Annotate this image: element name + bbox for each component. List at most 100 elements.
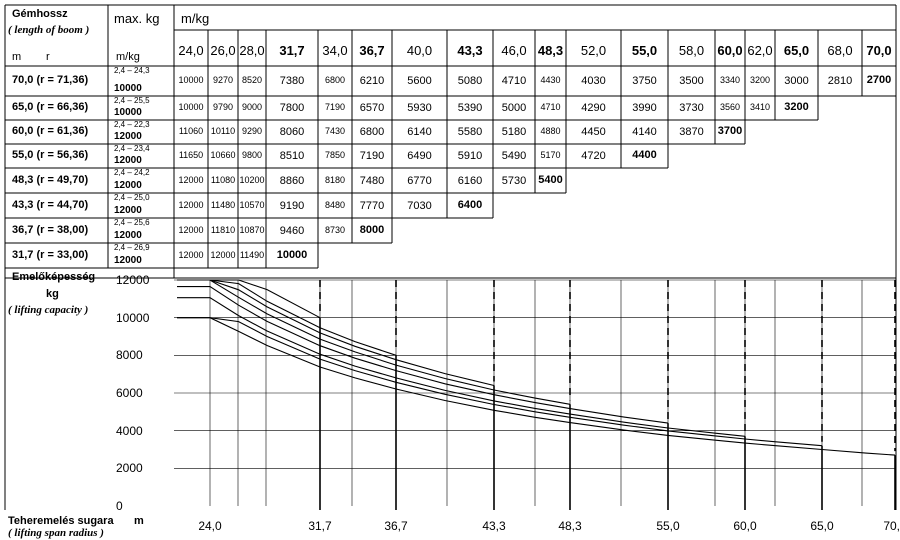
table-cell: 9790 — [212, 102, 234, 112]
x-tick-label: 36,7 — [384, 519, 408, 533]
table-cell: 6400 — [457, 198, 483, 211]
y-tick-label: 0 — [116, 499, 123, 513]
column-header-26-0: 26,0 — [210, 43, 236, 58]
x-tick-label: 48,3 — [558, 519, 582, 533]
table-cell: 6210 — [359, 75, 385, 87]
table-cell: 4710 — [540, 102, 561, 112]
table-cell: 10110 — [210, 126, 236, 136]
table-cell: 11060 — [178, 126, 204, 136]
table-cell: 3870 — [679, 126, 704, 138]
row-label-boom: 60,0 (r = 61,36) — [12, 125, 89, 137]
table-cell: 5600 — [407, 75, 432, 87]
row-max-kg: 12000 — [114, 230, 142, 241]
table-cell: 9000 — [241, 102, 263, 112]
table-cell: 3750 — [632, 75, 657, 87]
column-header-55-0: 55,0 — [631, 43, 658, 58]
table-cell: 7850 — [324, 150, 346, 160]
table-cell: 5730 — [501, 174, 527, 187]
table-cell: 10000 — [178, 102, 204, 112]
table-cell: 3410 — [749, 102, 771, 112]
x-tick-label: 24,0 — [198, 519, 222, 533]
table-cell: 7190 — [359, 150, 385, 162]
capacity-curve-70-0 — [177, 317, 896, 456]
row-label-boom: 43,3 (r = 44,70) — [12, 198, 89, 211]
table-cell: 3730 — [679, 102, 704, 114]
table-cell: 3560 — [719, 102, 741, 112]
table-cell: 8520 — [241, 75, 263, 85]
capacity-curve-60-0 — [177, 297, 746, 437]
table-cell: 7430 — [324, 126, 346, 136]
row-max-kg: 12000 — [114, 155, 142, 166]
table-cell: 6490 — [407, 150, 432, 162]
row-max-kg: 12000 — [114, 205, 142, 216]
table-cell: 7190 — [324, 102, 346, 112]
max-kg-label: max. kg — [114, 11, 160, 26]
row-range: 2,4 – 25,6 — [114, 218, 150, 227]
x-tick-label: 43,3 — [482, 519, 506, 533]
table-cell: 3990 — [632, 102, 657, 114]
column-header-43-3: 43,3 — [457, 43, 483, 58]
table-cell: 5910 — [457, 150, 483, 162]
table-cell: 2810 — [827, 75, 853, 87]
table-cell: 4430 — [540, 75, 561, 85]
table-cell: 3200 — [784, 101, 809, 113]
table-cell: 10870 — [239, 224, 265, 235]
row-range: 2,4 – 25,0 — [114, 193, 150, 202]
table-cell: 9460 — [279, 224, 305, 237]
table-cell: 5180 — [501, 126, 527, 138]
x-tick-label: 70,0 — [883, 519, 900, 533]
table-cell: 11650 — [178, 150, 204, 160]
table-cell: 7800 — [279, 102, 305, 114]
table-cell: 8060 — [279, 126, 305, 138]
table-cell: 10000 — [276, 248, 308, 261]
row-range: 2,4 – 23,4 — [114, 144, 150, 153]
table-cell: 4400 — [632, 149, 657, 161]
boom-length-label-en: ( length of boom ) — [8, 24, 90, 36]
table-cell: 5490 — [501, 150, 527, 162]
table-cell: 8860 — [279, 174, 305, 187]
m-kg-top-label: m/kg — [181, 11, 210, 26]
table-cell: 7030 — [407, 199, 432, 212]
table-cell: 2700 — [866, 74, 892, 86]
row-max-kg: 12000 — [114, 180, 142, 191]
capacity-curve-43-3 — [177, 279, 495, 387]
unit-r-label: r — [46, 51, 50, 63]
table-cell: 4720 — [581, 150, 606, 162]
row-max-kg: 10000 — [114, 83, 142, 94]
row-label-boom: 70,0 (r = 71,36) — [12, 74, 89, 86]
table-cell: 6800 — [359, 126, 385, 138]
table-cell: 3200 — [749, 75, 771, 85]
table-cell: 8480 — [324, 199, 346, 210]
column-header-70-0: 70,0 — [866, 43, 892, 58]
y-tick-label: 4000 — [116, 423, 143, 438]
table-cell: 9190 — [279, 199, 305, 212]
capacity-curve-31-7 — [177, 279, 321, 319]
table-cell: 5400 — [538, 173, 563, 186]
table-cell: 4140 — [632, 126, 657, 138]
row-label-boom: 48,3 (r = 49,70) — [12, 173, 89, 186]
table-cell: 8000 — [359, 223, 385, 236]
row-label-boom: 31,7 (r = 33,00) — [12, 248, 89, 261]
table-cell: 11080 — [210, 174, 236, 185]
capacity-curve-55-0 — [177, 286, 669, 424]
x-tick-label: 55,0 — [656, 519, 680, 533]
row-label-boom: 65,0 (r = 66,36) — [12, 101, 89, 113]
column-header-36-7: 36,7 — [359, 43, 385, 58]
column-header-58-0: 58,0 — [678, 43, 705, 58]
y-axis-label-unit: kg — [46, 288, 59, 300]
table-cell: 4710 — [501, 75, 527, 87]
table-cell: 5170 — [540, 150, 561, 160]
table-cell: 4030 — [581, 75, 606, 87]
row-max-kg: 10000 — [114, 107, 142, 118]
y-tick-label: 10000 — [116, 310, 150, 325]
table-cell: 12000 — [178, 174, 204, 185]
row-range: 2,4 – 22,3 — [114, 120, 150, 129]
table-cell: 10570 — [239, 199, 265, 210]
row-range: 2,4 – 24,2 — [114, 168, 150, 177]
column-header-52-0: 52,0 — [580, 43, 607, 58]
table-cell: 6800 — [324, 75, 346, 85]
table-cell: 6140 — [407, 126, 432, 138]
column-header-68-0: 68,0 — [827, 43, 853, 58]
